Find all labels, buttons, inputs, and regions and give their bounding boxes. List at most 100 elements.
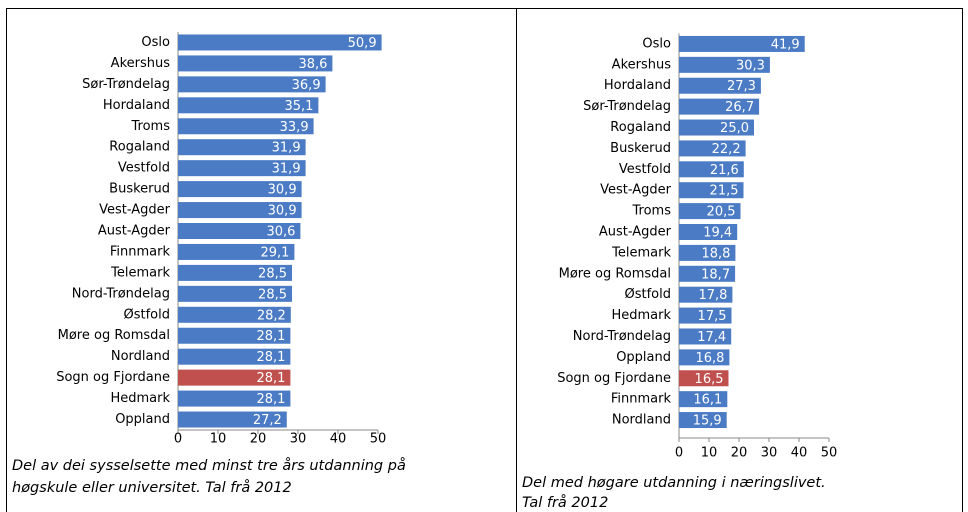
value-label: 19,4 (703, 226, 732, 241)
value-label: 33,9 (280, 120, 309, 135)
value-label: 20,5 (707, 205, 736, 220)
value-label: 16,1 (693, 393, 722, 408)
category-label: Finnmark (611, 392, 672, 407)
value-label: 28,1 (256, 329, 285, 344)
bar (178, 34, 382, 51)
bar (679, 140, 746, 157)
bar (178, 202, 302, 219)
value-label: 27,2 (253, 413, 282, 428)
bar (679, 203, 741, 220)
bar (679, 119, 754, 136)
category-label: Sogn og Fjordane (557, 371, 671, 386)
category-label: Oppland (115, 412, 170, 427)
bar (679, 349, 730, 366)
bar (178, 411, 287, 428)
value-label: 50,9 (348, 36, 377, 51)
category-label: Vestfold (619, 162, 671, 177)
category-label: Telemark (611, 245, 671, 260)
category-label: Oppland (616, 350, 671, 365)
value-label: 31,9 (272, 162, 301, 177)
category-label: Hordaland (103, 98, 170, 113)
bar (679, 412, 727, 429)
bar (178, 55, 333, 72)
bar (178, 348, 291, 365)
value-label: 28,1 (256, 392, 285, 407)
caption: Tal frå 2012 (522, 494, 608, 511)
category-label: Akershus (111, 56, 171, 71)
category-label: Vest-Agder (99, 203, 171, 218)
value-label: 28,5 (258, 287, 287, 302)
bar (178, 390, 291, 407)
category-label: Telemark (110, 265, 170, 280)
value-label: 38,6 (298, 57, 327, 72)
bar (679, 77, 761, 94)
bar (679, 56, 770, 73)
value-label: 28,5 (258, 266, 287, 281)
value-label: 30,9 (268, 204, 297, 219)
x-tick-label: 40 (791, 446, 808, 461)
category-label: Møre og Romsdal (58, 328, 170, 343)
category-label: Vest-Agder (600, 183, 672, 198)
x-tick-label: 10 (701, 446, 718, 461)
bar (178, 306, 291, 323)
value-label: 21,6 (710, 163, 739, 178)
value-label: 28,1 (256, 350, 285, 365)
x-tick-label: 0 (675, 446, 683, 461)
value-label: 30,9 (268, 183, 297, 198)
right-panel (516, 8, 963, 512)
value-label: 41,9 (771, 37, 800, 52)
value-label: 35,1 (284, 99, 313, 114)
bar (178, 264, 292, 281)
bar (178, 223, 301, 239)
value-label: 21,5 (710, 184, 739, 199)
category-label: Buskerud (109, 182, 170, 197)
category-label: Troms (632, 204, 672, 219)
bar (679, 265, 736, 282)
x-tick-label: 50 (821, 446, 838, 461)
value-label: 26,7 (725, 100, 754, 115)
value-label: 18,7 (701, 267, 730, 282)
value-label: 18,8 (701, 246, 730, 261)
caption: Del av dei sysselsette med minst tre års… (12, 457, 406, 474)
value-label: 16,8 (695, 351, 724, 366)
bar (679, 182, 744, 199)
category-label: Oslo (141, 35, 170, 50)
value-label: 17,8 (698, 288, 727, 303)
bar (679, 161, 744, 178)
value-label: 31,9 (272, 141, 301, 156)
category-label: Aust-Agder (98, 224, 171, 239)
bar (178, 139, 306, 156)
category-label: Hedmark (110, 391, 170, 406)
bar (679, 224, 738, 240)
category-label: Finnmark (110, 244, 171, 259)
bar (178, 181, 302, 198)
value-label: 30,6 (266, 225, 295, 240)
bar (679, 35, 805, 52)
category-label: Østfold (625, 287, 672, 302)
bar (679, 286, 733, 303)
x-tick-label: 30 (290, 432, 307, 447)
bar (679, 370, 729, 387)
x-tick-label: 0 (174, 432, 182, 447)
value-label: 17,4 (697, 330, 726, 345)
x-tick-label: 30 (761, 446, 778, 461)
caption: Del med høgare utdanning i næringslivet. (522, 475, 826, 491)
bar (679, 328, 732, 345)
x-tick-label: 10 (210, 432, 227, 447)
category-label: Rogaland (610, 120, 671, 135)
category-label: Sør-Trøndelag (583, 99, 671, 114)
bar (679, 244, 736, 261)
x-tick-label: 20 (731, 446, 748, 461)
category-label: Østfold (124, 307, 171, 322)
value-label: 29,1 (260, 245, 289, 260)
category-label: Hordaland (604, 78, 671, 93)
category-label: Sør-Trøndelag (82, 77, 170, 92)
caption: høgskule eller universitet. Tal frå 2012 (12, 479, 292, 496)
value-label: 17,5 (698, 309, 727, 324)
category-label: Akershus (612, 57, 672, 72)
bar (178, 369, 291, 386)
category-label: Aust-Agder (599, 225, 672, 240)
x-tick-label: 50 (370, 432, 387, 447)
value-label: 30,3 (736, 58, 765, 73)
value-label: 15,9 (693, 414, 722, 429)
